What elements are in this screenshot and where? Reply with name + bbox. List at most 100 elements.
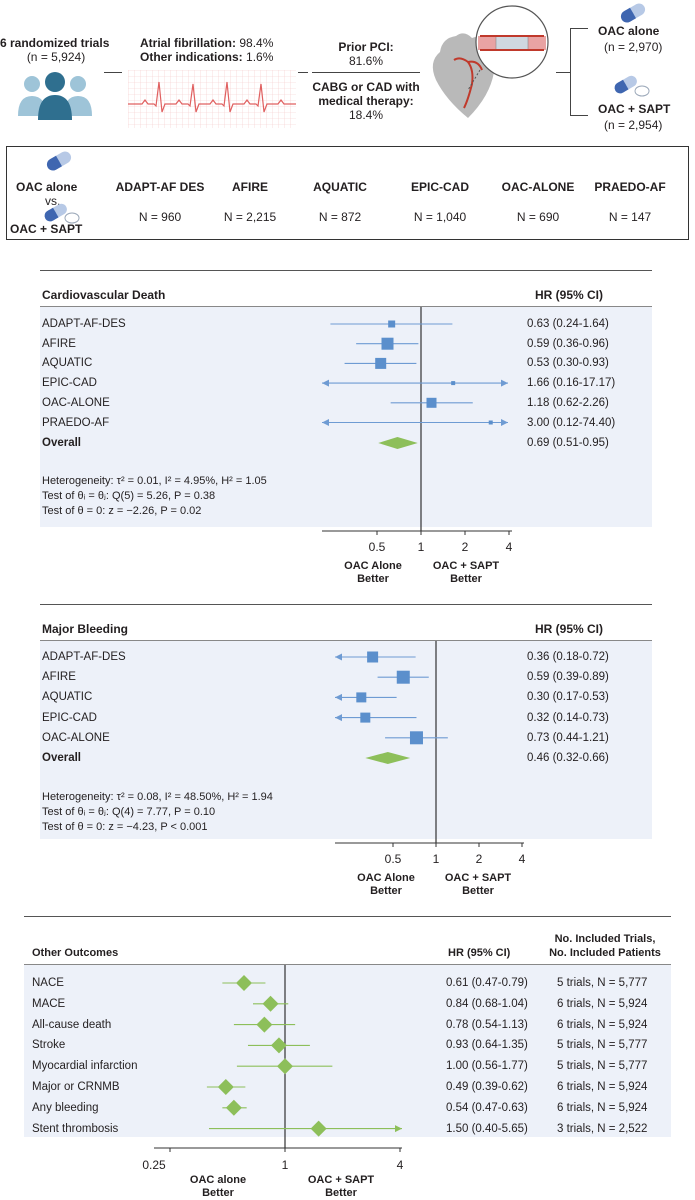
trial-name: ADAPT-AF DES [115,180,205,194]
cv-right-caption-1: OAC + SAPT [432,560,500,572]
row-label: ADAPT-AF-DES [42,651,126,663]
row-label: Myocardial infarction [32,1060,138,1073]
ci-arrow-right [395,1125,402,1133]
mb-panel [40,641,652,839]
ci-arrow-left [335,653,342,661]
row-hr-value: 1.18 (0.62-2.26) [527,396,609,409]
row-label: Stroke [32,1039,66,1052]
pill-icon [46,151,72,171]
mb-het-3: Test of θ = 0: z = −4.23, P < 0.001 [42,821,208,833]
mb-hr-header: HR (95% CI) [535,622,604,636]
point-diamond [277,1058,293,1075]
trial-name: OAC-ALONE [501,180,575,194]
oo-left-caption-2: Better [202,1187,234,1199]
row-label: OAC-ALONE [42,731,110,744]
mb-tick: 4 [518,852,526,866]
point-square [426,397,437,408]
row-hr-value: 0.32 (0.14-0.73) [527,711,609,724]
row-hr-value: 0.49 (0.39-0.62) [446,1081,528,1093]
point-diamond [270,1037,287,1054]
other-line: Other indications: 1.6% [140,50,274,64]
point-square [367,651,379,663]
point-diamond [256,1016,273,1033]
row-label: NACE [32,977,64,989]
mb-tick: 0.5 [384,852,402,866]
row-hr-value: 0.36 (0.18-0.72) [527,651,609,663]
oo-tick: 1 [281,1158,289,1172]
row-trials: 5 trials, N = 5,777 [557,977,648,989]
point-diamond [217,1079,234,1095]
row-trials: 5 trials, N = 5,777 [557,1039,648,1052]
trial-name: AQUATIC [313,180,367,194]
overall-diamond [365,752,411,764]
oo-left-caption-1: OAC alone [189,1174,247,1186]
pill-pair-icon [44,203,80,224]
cabg-label-1: CABG or CAD with [312,80,420,94]
mb-tick: 2 [475,852,483,866]
row-label: AFIRE [42,671,76,684]
row-label: EPIC-CAD [42,377,97,390]
overall-hr-value: 0.46 (0.32-0.66) [527,752,609,764]
trial-n: N = 2,215 [223,210,277,224]
mb-right-caption-1: OAC + SAPT [444,872,512,884]
row-hr-value: 0.63 (0.24-1.64) [527,318,609,330]
mb-het-1: Heterogeneity: τ² = 0.08, I² = 48.50%, H… [42,791,273,803]
row-hr-value: 0.59 (0.39-0.89) [527,671,609,684]
cv-right-caption-2: Better [450,573,482,585]
row-hr-value: 0.30 (0.17-0.53) [527,691,609,704]
point-diamond [310,1120,327,1137]
trial-n: N = 690 [516,210,560,224]
overall-label: Overall [42,437,81,449]
point-diamond [262,995,279,1012]
row-label: Any bleeding [32,1101,99,1114]
point-square [409,731,423,745]
pci-value: 81.6% [348,54,384,68]
row-label: Major or CRNMB [32,1081,120,1093]
point-diamond [235,975,252,991]
oo-panel [24,965,671,1137]
point-square [375,357,387,369]
ci-arrow-left [322,419,329,426]
cv-left-caption-1: OAC Alone [344,560,402,572]
trial-n: N = 1,040 [413,210,467,224]
mb-right-caption-2: Better [462,885,494,897]
arm2-n: (n = 2,954) [604,118,663,132]
trial-n: N = 872 [318,210,362,224]
cv-tick: 1 [417,540,425,554]
cv-hr-header: HR (95% CI) [535,288,604,302]
oo-trials-header-2: No. Included Patients [549,947,661,959]
cv-het-1: Heterogeneity: τ² = 0.01, I² = 4.95%, H²… [42,475,267,487]
mb-tick: 1 [432,852,440,866]
cv-left-caption-2: Better [357,573,389,585]
trial-n: N = 147 [608,210,652,224]
cv-tick: 2 [461,540,469,554]
cv-forest-plot [322,307,512,535]
row-label: MACE [32,997,66,1010]
row-label: All-cause death [32,1018,112,1031]
trial-n: N = 960 [138,210,182,224]
oo-tick: 0.25 [142,1158,166,1172]
mb-title: Major Bleeding [42,622,129,636]
point-square [451,381,456,386]
row-label: AFIRE [42,337,76,350]
cabg-value: 18.4% [348,108,384,122]
row-label: EPIC-CAD [42,711,97,724]
point-square [396,670,410,684]
oo-tick: 4 [396,1158,404,1172]
cv-het-3: Test of θ = 0: z = −2.26, P = 0.02 [42,505,202,517]
cv-het-2: Test of θᵢ = θⱼ: Q(5) = 5.26, P = 0.38 [42,490,216,502]
pill-pair-icon [614,75,650,97]
point-square [488,420,493,425]
overall-diamond [378,437,418,449]
overall-hr-value: 0.69 (0.51-0.95) [527,437,609,449]
cv-tick: 0.5 [368,540,386,554]
row-hr-value: 0.54 (0.47-0.63) [446,1101,528,1114]
ci-arrow-right [501,419,508,426]
mb-forest-plot [335,641,524,847]
row-trials: 3 trials, N = 2,522 [557,1122,648,1135]
row-hr-value: 0.59 (0.36-0.96) [527,337,609,350]
arm2-label: OAC + SAPT [598,102,671,116]
trial-name: AFIRE [232,180,268,194]
oo-right-caption-1: OAC + SAPT [307,1174,375,1186]
